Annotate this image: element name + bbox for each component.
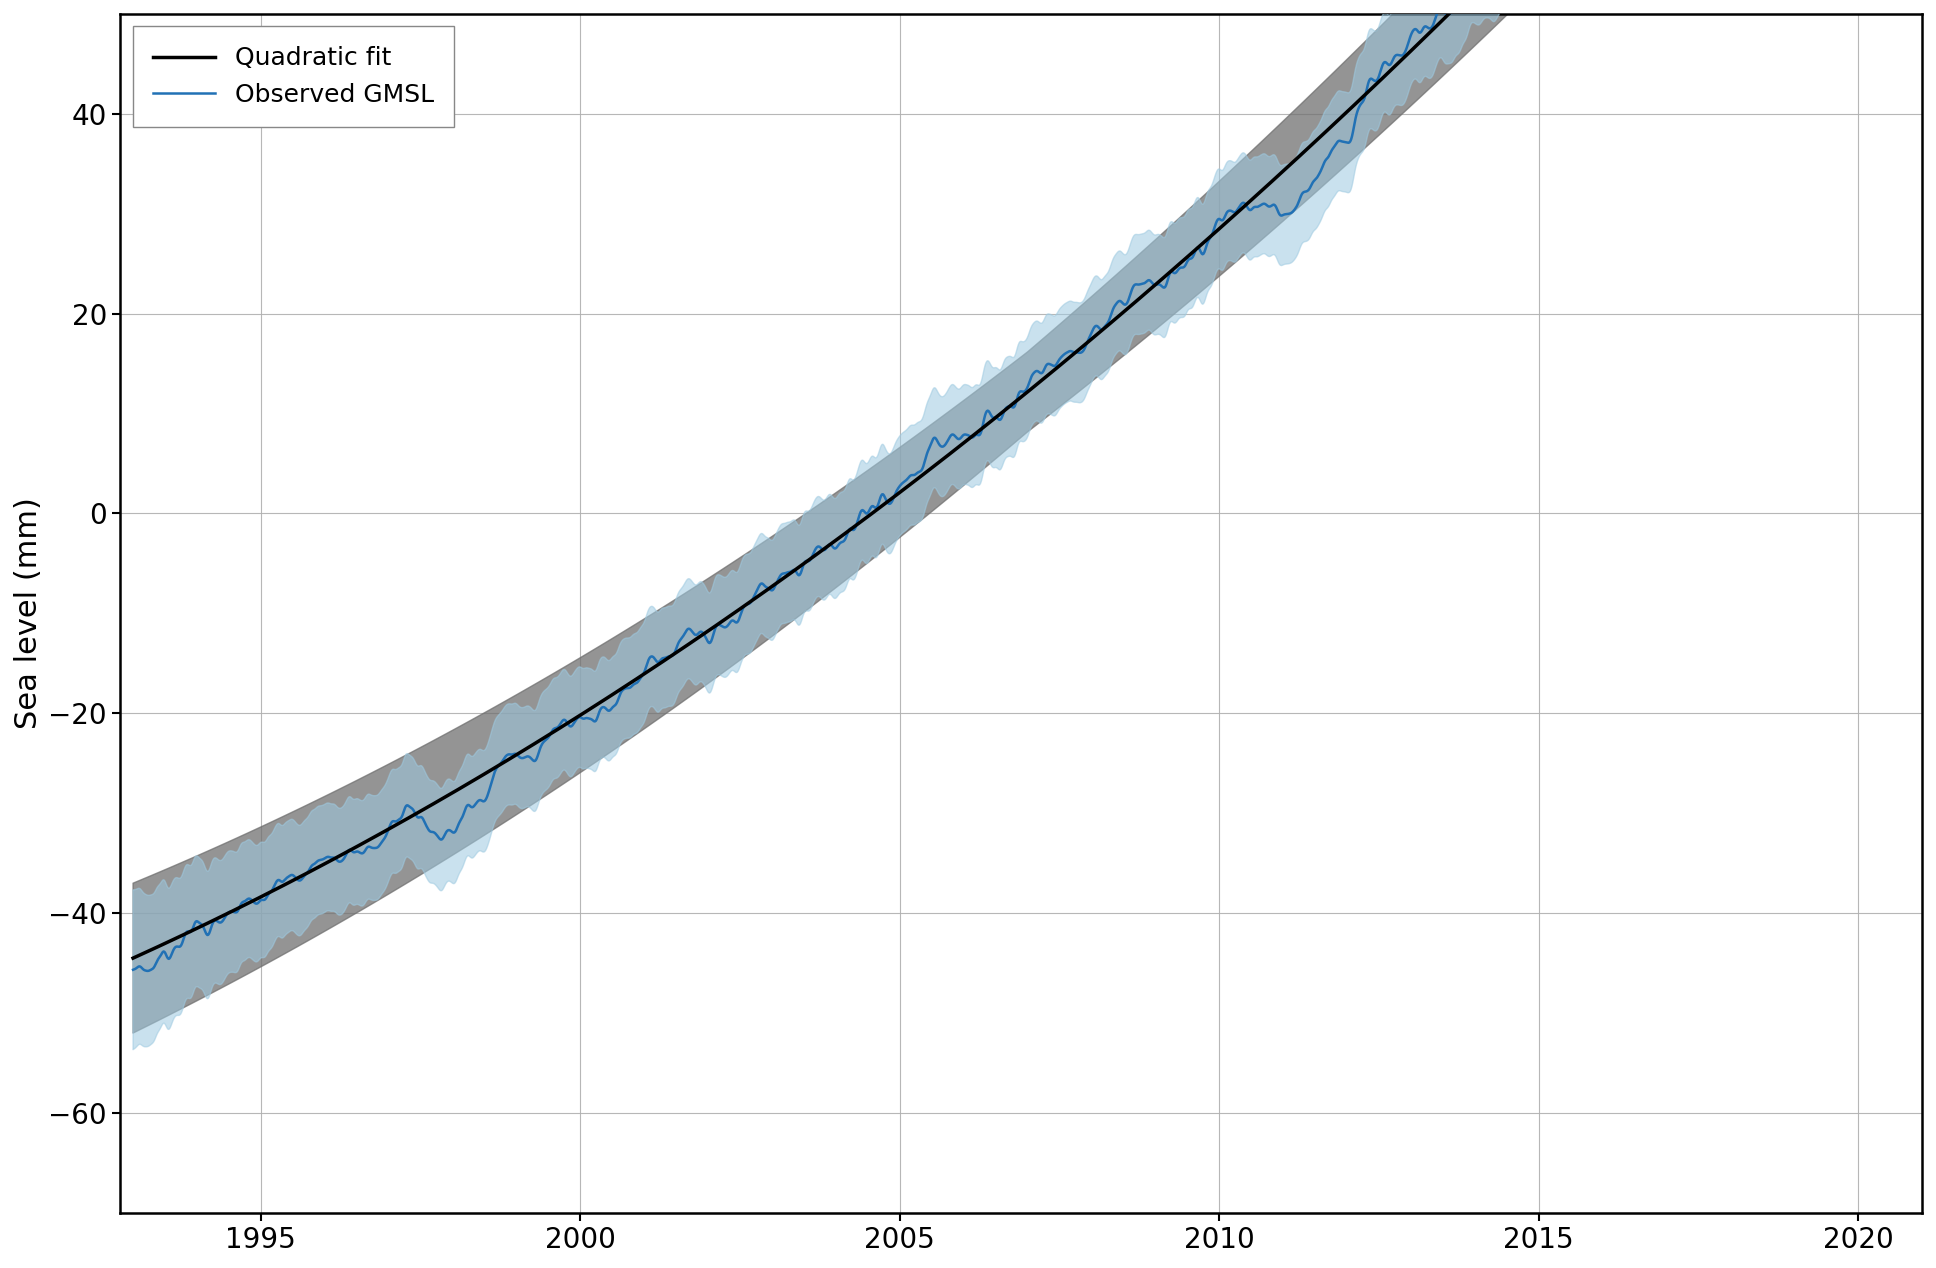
- Quadratic fit: [213, 908, 236, 923]
- Line: Observed GMSL: Observed GMSL: [134, 0, 1922, 971]
- Quadratic fit: [945, 441, 968, 456]
- Legend: Quadratic fit, Observed GMSL: Quadratic fit, Observed GMSL: [134, 27, 455, 127]
- Observed GMSL: [213, 909, 236, 924]
- Observed GMSL: [122, 962, 145, 978]
- Observed GMSL: [136, 964, 159, 979]
- Observed GMSL: [993, 404, 1016, 420]
- Quadratic fit: [991, 404, 1014, 420]
- Line: Quadratic fit: Quadratic fit: [134, 0, 1922, 959]
- Y-axis label: Sea level (mm): Sea level (mm): [14, 497, 43, 729]
- Observed GMSL: [945, 430, 968, 445]
- Quadratic fit: [122, 951, 145, 966]
